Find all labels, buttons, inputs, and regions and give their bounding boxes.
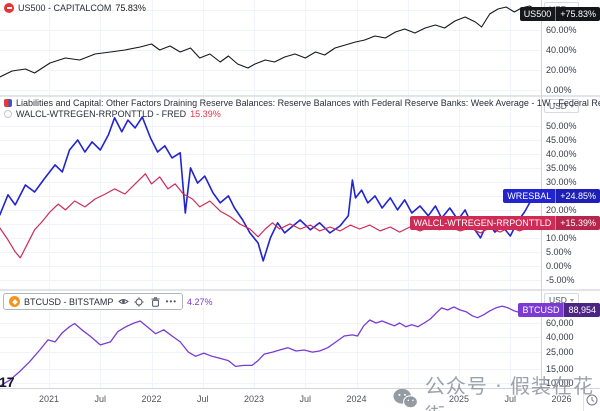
chevron-down-icon <box>569 104 574 108</box>
symbol-title: US500 - CAPITALCOM <box>18 3 112 13</box>
price-tick-label: 10.00% <box>546 232 577 243</box>
clock-divider <box>583 389 584 411</box>
series-change-value: 15.39% <box>190 109 221 119</box>
price-tick-label: 10,000 <box>546 377 574 388</box>
price-tick-label: 5.00% <box>546 246 572 257</box>
bitstamp-logo-icon <box>9 296 20 307</box>
us500-series-line[interactable] <box>0 5 541 78</box>
series-title: Liabilities and Capital: Other Factors D… <box>16 98 600 108</box>
time-tick-label: Jul <box>196 394 209 404</box>
chart-plot-area[interactable] <box>0 0 541 388</box>
legend-us500[interactable]: US500 - CAPITALCOM 75.83% <box>4 3 146 13</box>
capitalcom-logo-icon <box>4 3 14 13</box>
delete-icon[interactable] <box>149 296 161 307</box>
price-tick-label: 40.00% <box>546 148 577 159</box>
time-tick-label: Jul <box>299 394 311 404</box>
price-label-wresbal: WRESBAL +24.85% <box>503 189 600 204</box>
symbol-title: BTCUSD - BITSTAMP <box>24 296 114 307</box>
price-tick-label: 40,000 <box>546 331 574 342</box>
series-title: WALCL-WTREGEN-RRPONTTLD - FRED <box>16 109 187 119</box>
settings-icon[interactable] <box>133 296 145 307</box>
unit-label: USD <box>549 101 567 111</box>
price-tick-label: 20.00% <box>546 65 577 75</box>
price-tick-label: 35.00% <box>546 162 577 173</box>
time-tick-label: 2026 <box>551 394 572 404</box>
unit-label: USD <box>549 295 567 305</box>
time-tick-label: 2021 <box>38 394 60 404</box>
visibility-icon[interactable] <box>117 296 129 307</box>
price-tick-label: 40.00% <box>546 45 577 55</box>
source-circle-icon <box>4 110 12 118</box>
tradingview-logo: 17 <box>0 374 15 390</box>
price-tick-label: 60,000 <box>546 318 574 328</box>
price-tick-label: 0.00% <box>546 85 572 95</box>
price-tick-label: 30.00% <box>546 176 577 187</box>
price-tick-label: -5.00% <box>546 274 575 285</box>
time-tick-label: Jul <box>94 394 106 404</box>
price-tick-label: 15,000 <box>546 364 574 375</box>
time-tick-label: 2025 <box>448 394 470 404</box>
legend-walcl[interactable]: WALCL-WTREGEN-RRPONTTLD - FRED 15.39% <box>4 109 221 119</box>
price-label-walcl-wtregen-rrponttld: WALCL-WTREGEN-RRPONTTLD +15.39% <box>409 215 600 230</box>
time-tick-label: 2024 <box>346 394 367 404</box>
legend-btcusd[interactable]: BTCUSD - BITSTAMP ••• <box>3 293 184 310</box>
price-tick-label: 45.00% <box>546 134 577 145</box>
price-label-us500: US500 +75.83% <box>519 7 600 22</box>
symbol-change-value: 4.27% <box>187 297 213 307</box>
price-tick-label: 50.00% <box>546 120 577 131</box>
price-tick-label: 20.00% <box>546 204 577 215</box>
wresbal-series-line[interactable] <box>0 116 541 262</box>
btcusd-series-line[interactable] <box>0 305 541 387</box>
price-tick-label: 0.00% <box>546 260 572 271</box>
time-axis-border <box>0 388 600 389</box>
fred-logo-icon <box>4 99 12 107</box>
price-tick-label: 60.00% <box>546 25 577 35</box>
more-icon[interactable]: ••• <box>165 296 178 306</box>
pane-separator[interactable] <box>0 95 600 97</box>
price-tick-label: 25,000 <box>546 347 574 358</box>
chevron-down-icon <box>569 298 574 302</box>
price-scale-unit-button[interactable]: USD <box>544 99 579 113</box>
time-tick-label: Jul <box>504 394 516 404</box>
time-tick-label: 2023 <box>243 394 265 404</box>
time-tick-label: Jul <box>401 394 414 404</box>
price-label-btcusd: BTCUSD 88,954 <box>518 302 600 317</box>
clock-icon[interactable] <box>586 393 598 411</box>
legend-wresbal[interactable]: Liabilities and Capital: Other Factors D… <box>4 98 600 108</box>
symbol-change-value: 75.83% <box>115 3 146 13</box>
pane-separator[interactable] <box>0 289 600 291</box>
time-tick-label: 2022 <box>141 394 162 404</box>
